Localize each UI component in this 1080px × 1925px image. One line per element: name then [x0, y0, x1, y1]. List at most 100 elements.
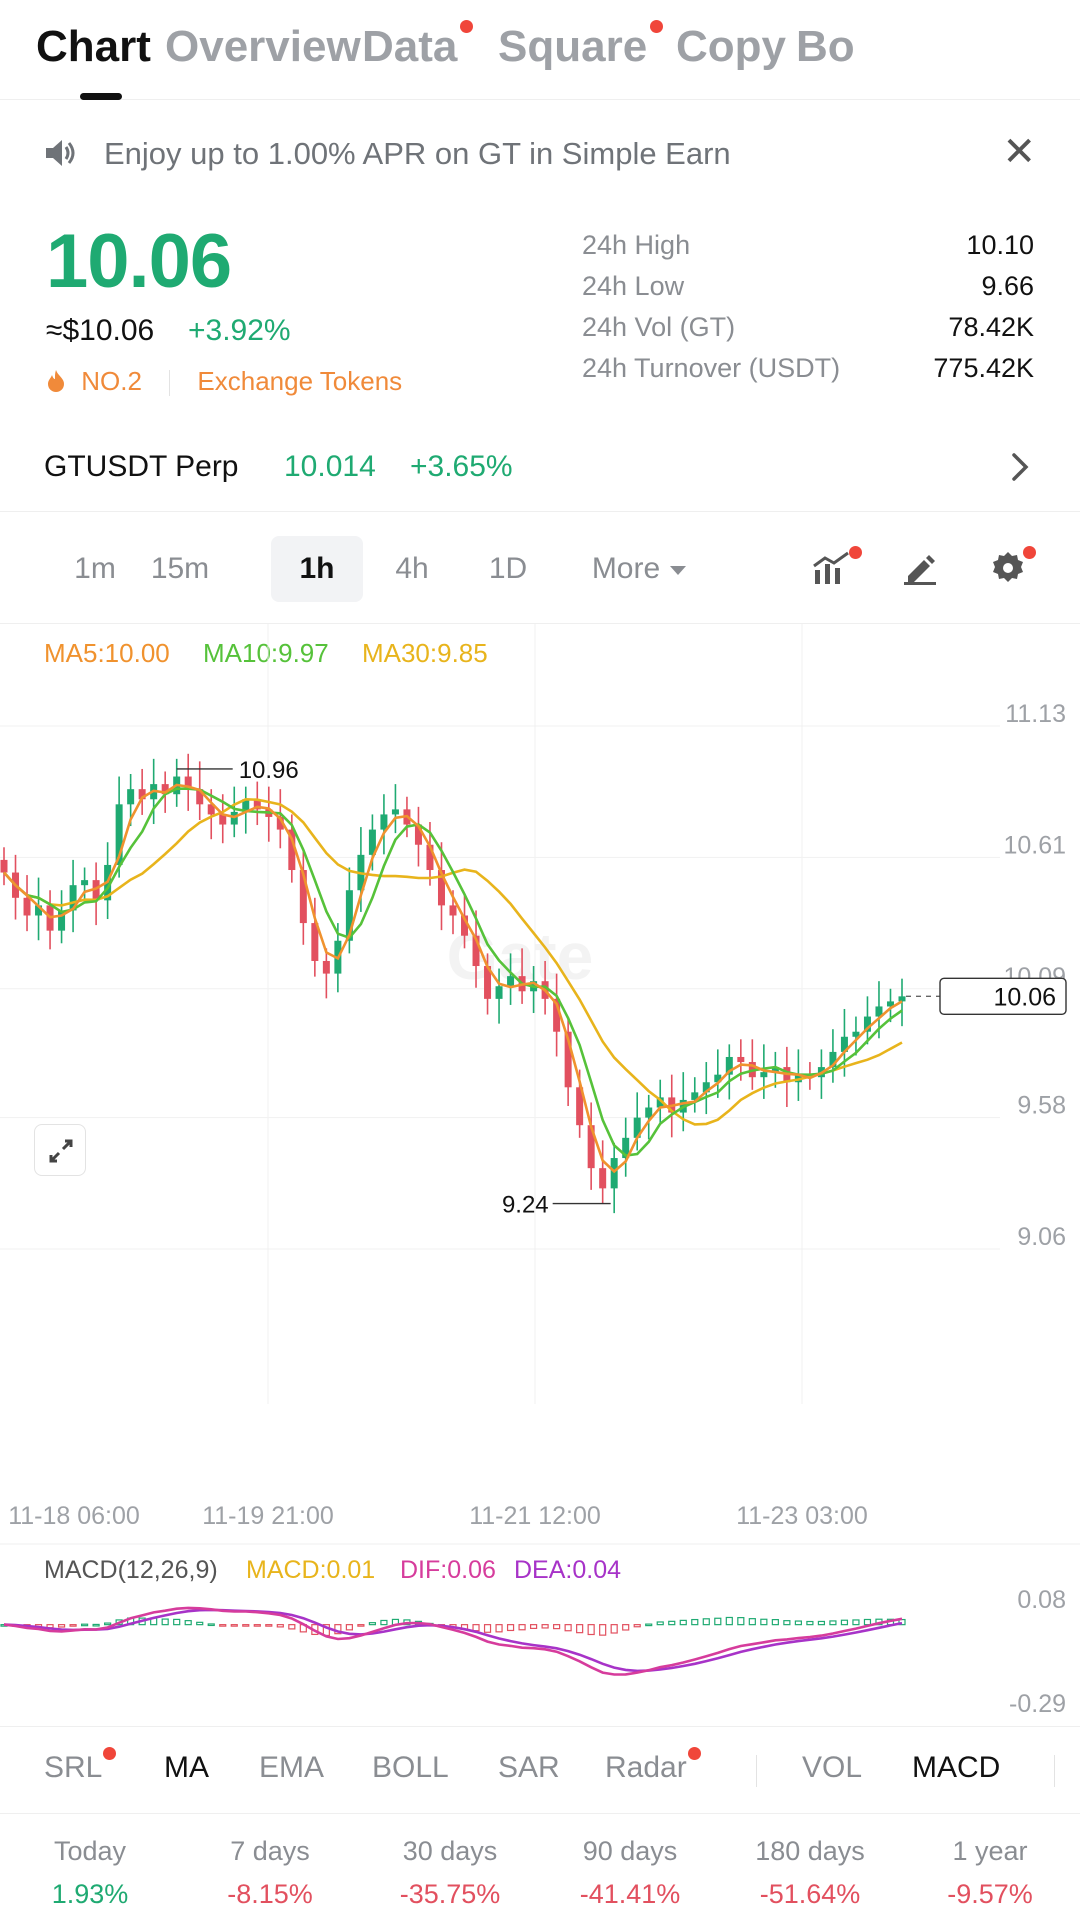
candle-body [138, 789, 146, 800]
indicator-bar: SRL MA EMA BOLL SAR Radar VOL MACD [0, 1726, 1080, 1814]
indicator-ema[interactable]: EMA [259, 1751, 325, 1784]
macd-histogram-bar [656, 1621, 664, 1626]
macd-histogram-bar [702, 1618, 710, 1626]
interval-more-dropdown[interactable]: More [574, 536, 704, 602]
interval-1m[interactable]: 1m [74, 552, 116, 585]
candle-body [391, 809, 399, 815]
candle-body [253, 799, 261, 810]
macd-histogram-bar [506, 1624, 515, 1632]
candle-body [495, 986, 503, 999]
macd-histogram-bar [737, 1617, 745, 1626]
macd-histogram-bar [219, 1624, 227, 1627]
macd-histogram-bar [380, 1619, 388, 1626]
macd-histogram-bar [645, 1623, 653, 1627]
indicator-chart-icon[interactable] [812, 546, 862, 591]
price-axis-label: 9.06 [1017, 1223, 1066, 1251]
candle-body [426, 844, 434, 871]
candle-body [829, 1051, 837, 1068]
macd-legend-label: DIF:0.06 [400, 1556, 496, 1584]
candle-body [299, 870, 307, 924]
category-label[interactable]: Exchange Tokens [197, 366, 403, 396]
notification-dot [103, 1747, 117, 1760]
indicator-ma[interactable]: MA [164, 1751, 209, 1784]
macd-histogram-bar [725, 1616, 733, 1626]
indicator-srl[interactable]: SRL [44, 1747, 117, 1785]
perp-price: 10.014 [284, 450, 376, 483]
candle-body [852, 1031, 860, 1037]
indicator-macd[interactable]: MACD [912, 1751, 1001, 1784]
time-axis-label: 11-18 06:00 [8, 1502, 140, 1530]
candle-body [737, 1056, 745, 1063]
time-axis-label: 11-23 03:00 [736, 1502, 868, 1530]
candle-body [633, 1117, 641, 1138]
chevron-right-icon [1010, 452, 1030, 487]
indicator-sar[interactable]: SAR [498, 1751, 560, 1784]
indicator-boll[interactable]: BOLL [372, 1751, 449, 1784]
rank-row[interactable]: NO.2 Exchange Tokens [46, 366, 402, 397]
high-marker-label: 10.96 [239, 757, 299, 784]
candle-body [0, 859, 8, 873]
tab-bots[interactable]: Bo [796, 22, 855, 71]
candlestick-chart[interactable]: MA5:10.00 MA10:9.97 MA30:9.85 Gate 11.13 1… [0, 624, 1080, 1724]
interval-4h[interactable]: 4h [395, 552, 429, 585]
macd-histogram-bar [564, 1624, 572, 1632]
candle-body [760, 1072, 768, 1078]
candle-body [656, 1097, 664, 1108]
stat-row: 24h High 10.10 [582, 230, 1034, 260]
macd-histogram-bar [576, 1624, 584, 1634]
indicator-vol[interactable]: VOL [802, 1751, 863, 1784]
indicator-radar[interactable]: Radar [605, 1747, 701, 1785]
tab-data[interactable]: Data [362, 20, 474, 72]
perp-change: +3.65% [410, 450, 513, 483]
candle-body [771, 1067, 779, 1073]
caret-down-icon [670, 565, 687, 575]
interval-1d[interactable]: 1D [488, 552, 528, 585]
macd-histogram-bar [161, 1618, 169, 1626]
performance-row: Today 1.93% 7 days -8.15% 30 days -35.75% 9… [0, 1816, 1080, 1925]
candle-body [484, 966, 492, 999]
divider [1054, 1755, 1055, 1787]
perf-7d: 7 days -8.15% [227, 1836, 313, 1909]
candle-body [207, 804, 215, 815]
macd-histogram-bar [829, 1620, 837, 1626]
divider [169, 370, 171, 397]
stat-row: 24h Turnover (USDT) 775.42K [582, 353, 1034, 383]
tab-chart[interactable]: Chart [36, 22, 151, 71]
top-tab-bar: Chart Overview Data Square Copy Bo [0, 0, 1080, 100]
announcement-text: Enjoy up to 1.00% APR on GT in Simple Ea… [104, 136, 731, 171]
tab-copy[interactable]: Copy [676, 22, 786, 71]
macd-histogram-bar [794, 1620, 802, 1626]
notification-dot [460, 20, 474, 33]
macd-histogram-bar [806, 1620, 814, 1626]
perp-contract-row[interactable]: GTUSDT Perp 10.014 +3.65% [0, 440, 1080, 512]
pencil-draw-icon[interactable] [902, 550, 938, 591]
candle-body [276, 816, 284, 830]
macd-histogram-bar [69, 1624, 77, 1627]
macd-histogram-bar [173, 1618, 181, 1626]
candle-body [161, 784, 169, 795]
interval-15m[interactable]: 15m [150, 552, 210, 585]
perf-180d: 180 days -51.64% [755, 1836, 865, 1909]
expand-chart-button[interactable] [34, 1124, 86, 1176]
macd-histogram-bar [207, 1623, 215, 1627]
candle-body [127, 789, 135, 805]
tab-square[interactable]: Square [498, 20, 664, 72]
interval-bar: 1m 15m 1h 4h 1D More [0, 530, 1080, 624]
close-icon[interactable]: ✕ [1002, 130, 1036, 174]
last-price: 10.06 [46, 219, 232, 304]
ma5-label: MA5:10.00 [44, 638, 170, 668]
price-change-percent: +3.92% [188, 314, 291, 347]
notification-dot [687, 1747, 701, 1760]
tab-fade-overlay [960, 0, 1080, 98]
announcement-bar[interactable]: Enjoy up to 1.00% APR on GT in Simple Ea… [0, 100, 1080, 208]
interval-1h[interactable]: 1h [271, 536, 363, 602]
macd-histogram-bar [852, 1619, 860, 1626]
macd-legend-label: MACD(12,26,9) [44, 1556, 218, 1584]
settings-gear-icon[interactable] [990, 546, 1036, 591]
candle-body [553, 998, 561, 1032]
macd-histogram-bar [104, 1622, 112, 1626]
tab-overview[interactable]: Overview [165, 22, 361, 71]
perp-name: GTUSDT Perp [44, 450, 239, 483]
candle-body [461, 915, 469, 936]
notification-dot [650, 20, 664, 33]
